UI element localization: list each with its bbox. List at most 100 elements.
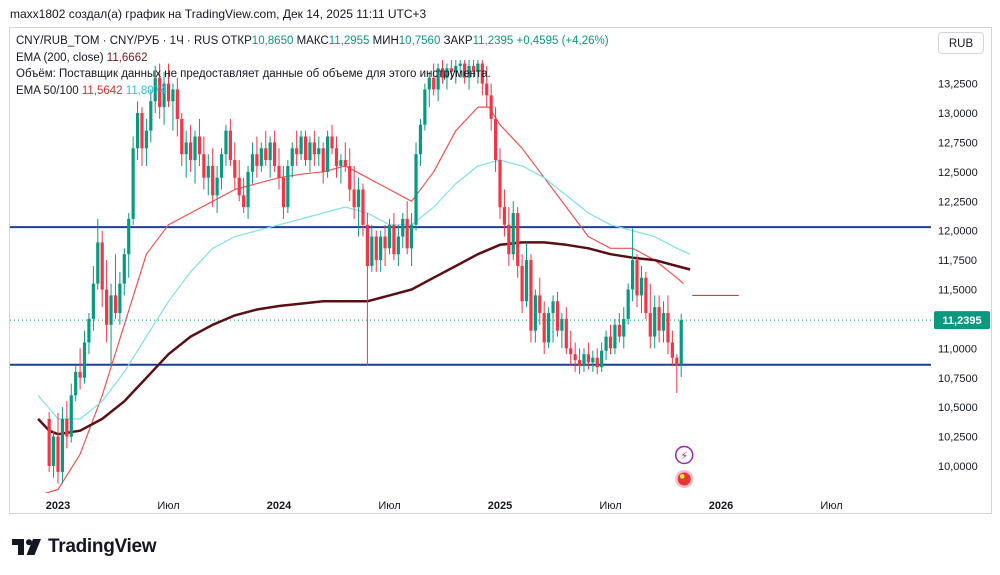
candle-body xyxy=(242,195,246,208)
candle-body xyxy=(268,142,272,161)
candle-body xyxy=(661,313,666,331)
candle-body xyxy=(303,136,308,161)
candle-body xyxy=(657,307,661,331)
chart-caption: maxx1802 создал(а) график на TradingView… xyxy=(10,7,427,21)
candle-body xyxy=(202,154,206,178)
candle-body xyxy=(418,124,423,155)
candle-body xyxy=(577,360,582,366)
candle-body xyxy=(158,77,162,108)
legend-ema200-label: EMA (200, close) xyxy=(16,51,104,64)
candle-body xyxy=(480,63,484,84)
legend-open-value: 10,8650 xyxy=(251,35,294,47)
candle-body xyxy=(348,165,352,190)
legend-ema50-value: 11,5642 xyxy=(81,84,123,97)
candle-body xyxy=(427,77,431,90)
candle-body xyxy=(653,307,657,337)
candle-body xyxy=(679,320,683,365)
candle-body xyxy=(290,148,294,166)
candle-body xyxy=(511,213,515,255)
candle-body xyxy=(502,207,507,225)
candle-body xyxy=(586,354,590,363)
candle-body xyxy=(131,148,135,219)
candle-body xyxy=(74,371,78,396)
candle-body xyxy=(374,236,378,261)
candle-body xyxy=(233,160,237,178)
candle-body xyxy=(122,254,126,284)
candle-body xyxy=(516,213,520,266)
x-tick-label: 2026 xyxy=(709,500,733,512)
candle-body xyxy=(180,118,184,155)
tradingview-logo[interactable]: TradingView xyxy=(12,536,157,558)
candle-body xyxy=(286,165,290,208)
candle-body xyxy=(608,336,613,349)
candle-body xyxy=(246,171,250,208)
candle-body xyxy=(162,83,166,108)
last-price-label: 11,2395 xyxy=(942,315,981,327)
candle-body xyxy=(547,313,551,343)
y-tick-label: 13,2500 xyxy=(938,79,978,91)
y-tick-label: 10,2500 xyxy=(938,432,978,444)
candle-body xyxy=(670,342,674,358)
ema50-line xyxy=(44,106,684,493)
candle-body xyxy=(255,154,259,166)
candle-body xyxy=(96,242,100,284)
candle-body xyxy=(498,160,502,208)
candle-body xyxy=(485,83,489,96)
x-tick-label: Июл xyxy=(378,500,400,512)
candle-body xyxy=(560,318,564,331)
candle-body xyxy=(392,224,396,255)
legend-volume-note: Объём: Поставщик данных не предоставляет… xyxy=(16,68,491,80)
candle-body xyxy=(91,283,95,319)
candle-body xyxy=(555,301,560,331)
candle-body xyxy=(118,283,122,314)
x-tick-label: 2023 xyxy=(46,500,70,512)
candle-body xyxy=(326,136,330,172)
candle-body xyxy=(551,301,555,314)
legend-ema-pair-row[interactable]: EMA 50/100 11,5642 11,8074 xyxy=(16,83,609,100)
candle-body xyxy=(476,63,480,72)
candle-body xyxy=(520,265,524,302)
legend-change-value: +0,4595 (+4,26%) xyxy=(516,35,609,47)
candle-body xyxy=(105,289,109,325)
y-tick-label: 12,7500 xyxy=(938,137,978,149)
candle-body xyxy=(379,236,383,261)
candle-body xyxy=(82,342,87,378)
candle-body xyxy=(489,95,493,119)
candle-body xyxy=(458,63,462,66)
candle-body xyxy=(153,77,157,102)
legend-ema-pair-label: EMA 50/100 xyxy=(16,84,79,97)
x-tick-label: Июл xyxy=(157,500,179,512)
candle-body xyxy=(538,295,542,314)
legend-symbol[interactable]: CNY/RUB_TOM · CNY/РУБ · 1Ч · RUS xyxy=(16,35,219,47)
candle-body xyxy=(135,113,140,149)
candle-body xyxy=(507,224,511,255)
candle-body xyxy=(423,89,427,125)
legend-high-value: 11,2955 xyxy=(328,35,370,47)
candle-body xyxy=(595,357,599,368)
legend-volume-row: Объём: Поставщик данных не предоставляет… xyxy=(16,66,609,83)
candle-body xyxy=(277,165,281,178)
candle-body xyxy=(87,318,91,343)
candle-body xyxy=(564,318,568,349)
candle-body xyxy=(171,89,175,102)
candle-body xyxy=(613,324,617,349)
y-tick-label: 13,0000 xyxy=(938,108,978,120)
chart-legend: CNY/RUB_TOM · CNY/РУБ · 1Ч · RUS ОТКР10,… xyxy=(16,33,609,99)
candle-body xyxy=(396,236,400,255)
currency-button[interactable]: RUB xyxy=(938,32,984,54)
last-price-tag xyxy=(934,311,990,330)
y-tick-label: 10,5000 xyxy=(938,402,978,414)
candle-body xyxy=(644,277,648,314)
candle-body xyxy=(414,154,418,225)
candle-body xyxy=(228,130,232,161)
candle-body xyxy=(467,65,471,78)
candle-body xyxy=(356,189,361,208)
plot-area xyxy=(10,60,931,493)
y-tick-label: 12,0000 xyxy=(938,226,978,238)
candle-body xyxy=(631,260,635,290)
legend-ema200-row[interactable]: EMA (200, close) 11,6662 xyxy=(16,50,609,67)
candle-body xyxy=(250,154,255,172)
candle-body xyxy=(197,136,202,155)
candle-body xyxy=(432,77,436,90)
